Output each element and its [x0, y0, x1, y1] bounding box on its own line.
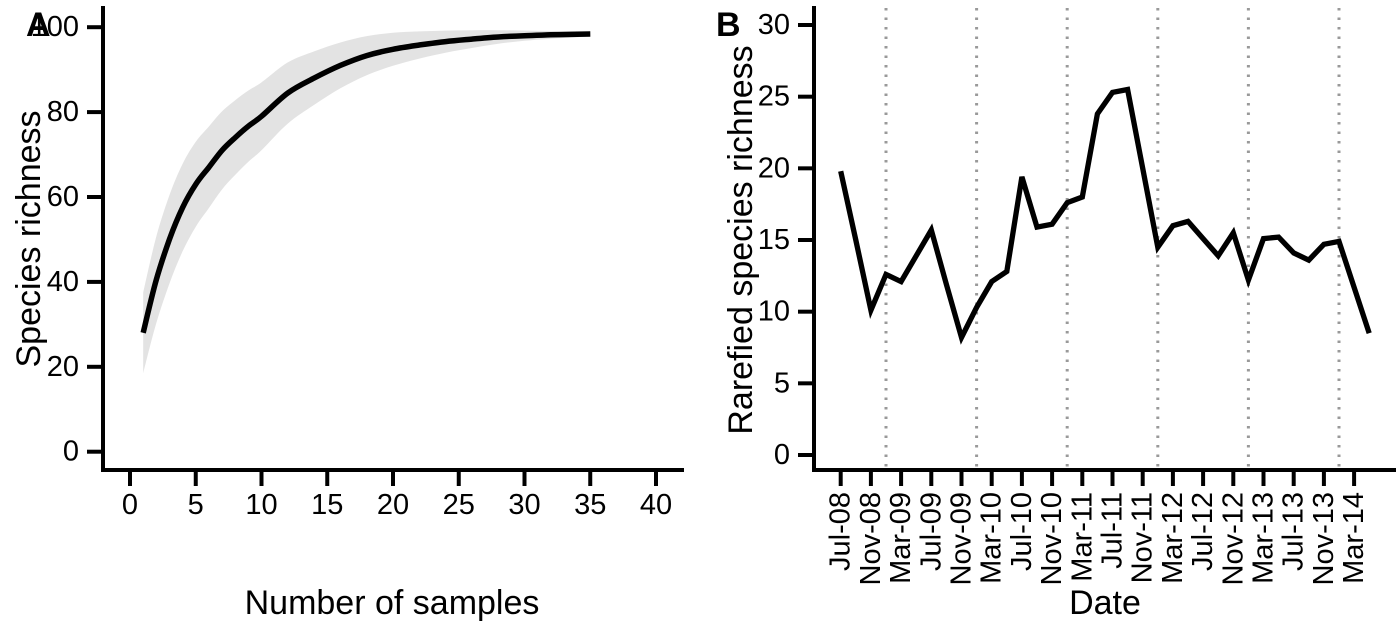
- panel-a-y-tick-label: 20: [47, 351, 79, 383]
- panel-a-letter: A: [26, 6, 51, 44]
- panel-b-x-tick-label: Nov-11: [1127, 492, 1159, 583]
- panel-a-x-tick-label: 30: [508, 489, 540, 521]
- panel-a-x-tick-label: 25: [443, 489, 475, 521]
- panel-a-x-axis-title: Number of samples: [245, 584, 540, 622]
- panel-a-y-tick-label: 60: [47, 181, 79, 213]
- panel-a-curve: [140, 31, 591, 334]
- panel-b-y-tick-label: 25: [758, 81, 790, 113]
- panel-a-y-axis-title: Species richness: [10, 110, 48, 367]
- panel-b-y-tick-label: 0: [774, 439, 790, 471]
- panel-b-x-tick-label: Jul-10: [1006, 492, 1038, 571]
- panel-a-confidence-band: [143, 30, 591, 374]
- panel-a-x-tick-label: 40: [640, 489, 672, 521]
- panel-b-y-axis-title: Rarefied species richness: [722, 45, 760, 434]
- panel-a-y-tick-label: 100: [31, 11, 79, 43]
- panel-b-x-tick-label: Jul-08: [825, 492, 857, 571]
- panel-b-x-tick-label: Mar-09: [885, 492, 917, 584]
- panel-b-x-tick-label: Jul-09: [915, 492, 947, 571]
- panel-b-y-tick-label: 10: [758, 296, 790, 328]
- panel-a-x-tick-label: 35: [574, 489, 606, 521]
- panel-b-y-tick-label: 30: [758, 9, 790, 41]
- panel-a-y-tick-label: 40: [47, 266, 79, 298]
- panel-b-x-tick-label: Mar-10: [976, 492, 1008, 584]
- panel-b-x-tick-label: Mar-11: [1066, 492, 1098, 582]
- panel-a-x-tick-label: 20: [377, 489, 409, 521]
- panel-b-x-tick-label: Mar-12: [1157, 492, 1189, 584]
- panel-b-x-tick-label: Mar-13: [1248, 492, 1280, 584]
- panel-b-series-line: [838, 86, 1372, 345]
- panel-b-x-axis-title: Date: [1069, 584, 1141, 622]
- panel-b-x-tick-label: Jul-13: [1278, 492, 1310, 571]
- panel-b-x-tick-label: Mar-14: [1338, 492, 1370, 584]
- panel-b-y-tick-label: 20: [758, 152, 790, 184]
- panel-a-x-tick-label: 0: [122, 489, 138, 521]
- panel-b-x-tick-label: Nov-12: [1217, 492, 1249, 586]
- panel-a-x-tick-label: 15: [311, 489, 343, 521]
- panel-b-x-tick-label: Jul-11: [1097, 492, 1129, 569]
- panel-b-x-tick-label: Nov-09: [946, 492, 978, 586]
- panel-b-y-tick-label: 15: [758, 224, 790, 256]
- panel-b-x-tick-label: Nov-08: [855, 492, 887, 586]
- panel-b-x-tick-label: Nov-13: [1308, 492, 1340, 586]
- panel-b-x-tick-label: Jul-12: [1187, 492, 1219, 571]
- panel-a-x-tick-label: 10: [245, 489, 277, 521]
- panel-b-letter: B: [716, 6, 741, 44]
- panel-b-x-tick-label: Nov-10: [1036, 492, 1068, 586]
- panel-b-y-tick-label: 5: [774, 367, 790, 399]
- panel-a-y-tick-label: 80: [47, 96, 79, 128]
- panel-a-x-tick-label: 5: [188, 489, 204, 521]
- panel-a-y-tick-label: 0: [63, 436, 79, 468]
